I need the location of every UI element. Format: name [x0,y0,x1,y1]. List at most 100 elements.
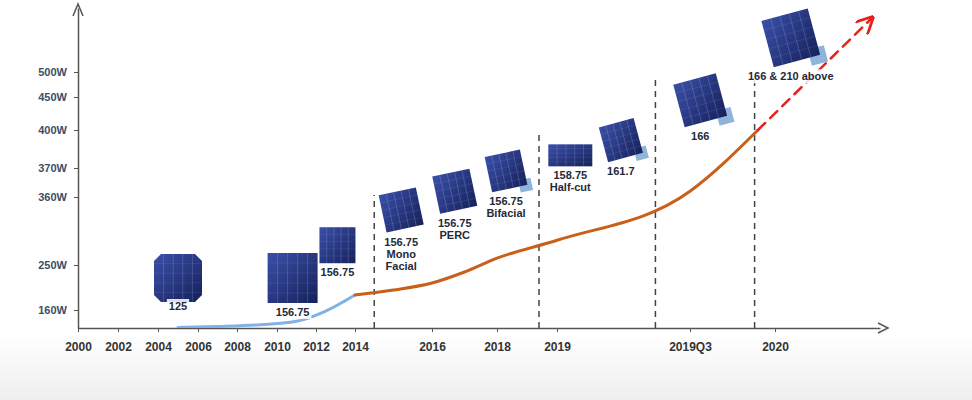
y-tick-label: 160W [38,304,67,316]
cell-grid [574,144,575,166]
wafer-label: 125 [167,299,189,313]
cell-grid [682,107,725,118]
trend-line [178,295,355,327]
label-patch [484,194,527,220]
wafer-label-line: Facial [386,260,417,272]
x-tick-mark [198,328,199,332]
x-tick-label: 2018 [484,340,511,354]
cell-face [548,144,592,166]
x-tick-label: 2020 [762,340,789,354]
cell-grid [319,241,355,242]
cell-grid [435,184,472,192]
x-tick-label: 2010 [264,340,291,354]
cell-grid [268,263,318,264]
cell-grid [499,154,506,189]
cell-face [154,254,202,302]
cell-grid [434,176,471,184]
cell-grid [439,198,476,206]
cell-grid [489,171,524,178]
cell-grid [385,217,422,225]
cell-grid [307,253,308,303]
y-tick-label: 450W [38,91,67,103]
cell-grid [437,191,474,199]
y-tick-label: 360W [38,191,67,203]
x-tick-mark [316,328,317,332]
x-tick-mark [497,328,498,332]
cell-grid [163,254,164,302]
cell-grid [548,153,592,154]
cell-grid [383,210,420,218]
label-patch [382,235,420,273]
x-tick-label: 2000 [65,340,92,354]
wafer-label-line: Bifacial [486,207,525,219]
label-patch [319,265,357,279]
cell-grid [455,172,463,209]
wafer-label: 156.75PERC [436,216,474,242]
wafer-label: 158.75Half-cut [548,168,593,194]
cell-grid [154,273,202,274]
wafer-cell [548,144,592,166]
wafer-label-line: 156.75 [438,217,472,229]
x-tick: 2002 [105,328,132,354]
x-tick-label: 2016 [419,340,446,354]
y-tick-mark [74,72,78,73]
wafer-cell [599,117,649,168]
wafer-label-line: PERC [439,229,470,241]
label-patch [436,216,474,242]
wafer-label-line: 156.75 [489,195,523,207]
x-tick: 2018 [484,328,511,354]
wafer-label-line: 166 & 210 above [748,70,834,82]
cell-grid [154,292,202,293]
cell-grid [380,195,417,203]
cell-grid [268,283,318,284]
cell-grid [513,151,520,186]
cell-grid [326,227,327,263]
cell-face [379,187,424,232]
x-tick: 2014 [342,328,369,354]
cell-grid [447,173,455,210]
wafer-cell [673,72,734,135]
wafer-label-line: Mono [387,248,417,260]
wafer-cell [485,149,533,199]
cell-grid [154,282,202,283]
wafer-label: 156.75MonoFacial [382,235,420,273]
divider [374,195,376,328]
wafer-label-line: 125 [169,300,187,312]
cell-grid [319,248,355,249]
wafer-labels: 125156.75156.75156.75MonoFacial156.75PER… [167,69,836,319]
cell-grid [394,192,402,229]
cell-grid [548,161,592,162]
x-tick-mark [355,328,356,332]
y-axis: 160W250W360W370W400W450W500W [38,9,78,329]
plot-area [154,8,871,327]
divider [655,75,657,328]
x-tick: 2008 [224,328,251,354]
cell-grid [506,153,513,188]
x-tick: 2020 [762,328,789,354]
cell-grid [348,227,349,263]
wafer-cell [761,8,828,75]
cell-grid [277,253,278,303]
cell-grid [557,144,558,166]
y-tick-mark [74,310,78,311]
background [0,335,972,400]
wafer-label-line: 161.7 [607,165,635,177]
cell-grid [491,178,526,185]
wafer-label: 156.75Bifacial [484,194,527,220]
cell-grid [268,273,318,274]
cell-face [673,73,727,127]
cell-grid [182,254,183,302]
x-tick: 2019 [544,328,571,354]
cell-grid [333,227,334,263]
y-tick-mark [74,168,78,169]
cell-grid [606,146,641,155]
wafer-cell [319,227,355,263]
cell-grid [771,46,817,58]
cell-grid [319,256,355,257]
divider [754,75,756,328]
y-tick-label: 400W [38,124,67,136]
cell-grid [173,254,174,302]
wafer-label-line: 156.75 [276,306,310,318]
x-tick: 2010 [264,328,291,354]
wafer-label: 166 & 210 above [746,69,836,83]
